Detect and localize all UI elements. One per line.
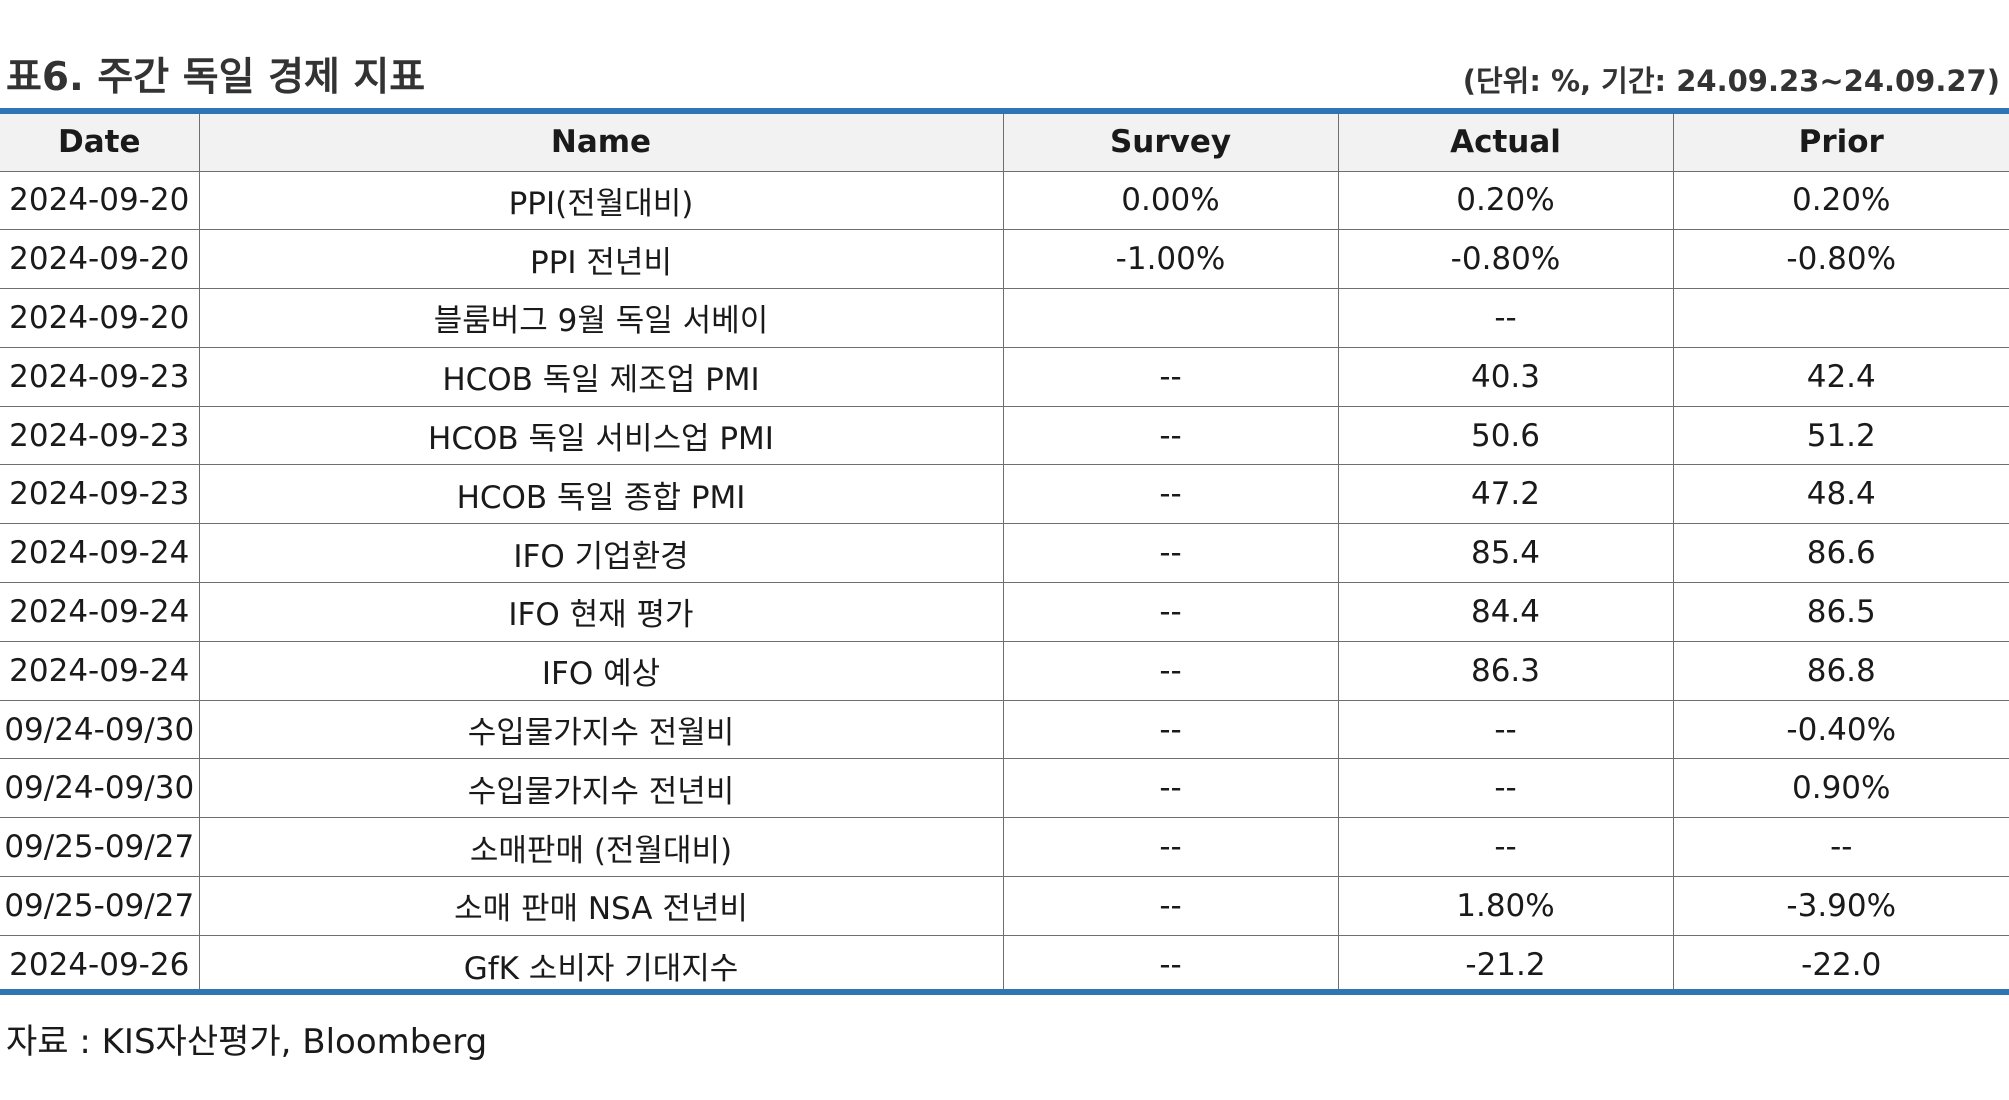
cell-name: 수입물가지수 전년비 <box>198 758 1003 819</box>
cell-actual: -0.80% <box>1337 229 1673 290</box>
table-row: 2024-09-23 HCOB 독일 제조업 PMI -- 40.3 42.4 <box>0 347 2009 407</box>
cell-survey: -1.00% <box>1002 229 1338 290</box>
cell-actual: 40.3 <box>1337 347 1673 407</box>
col-header-name: Name <box>198 114 1003 172</box>
cell-actual: 1.80% <box>1337 876 1673 936</box>
cell-survey: -- <box>1002 523 1338 584</box>
table-row: 09/24-09/30 수입물가지수 전월비 -- -- -0.40% <box>0 700 2009 760</box>
cell-actual: -- <box>1337 288 1673 348</box>
cell-name: IFO 예상 <box>198 641 1003 701</box>
indicator-table: Date Name Survey Actual Prior 2024-09-20… <box>0 114 2009 995</box>
table-row: 09/25-09/27 소매 판매 NSA 전년비 -- 1.80% -3.90% <box>0 876 2009 936</box>
table-row: 2024-09-24 IFO 예상 -- 86.3 86.8 <box>0 641 2009 701</box>
cell-date: 2024-09-20 <box>0 288 199 348</box>
cell-date: 09/24-09/30 <box>0 758 199 819</box>
cell-survey: -- <box>1002 641 1338 701</box>
cell-name: HCOB 독일 서비스업 PMI <box>198 406 1003 466</box>
table-row: 2024-09-23 HCOB 독일 종합 PMI -- 47.2 48.4 <box>0 464 2009 525</box>
cell-date: 2024-09-24 <box>0 582 199 642</box>
cell-survey: -- <box>1002 700 1338 760</box>
cell-name: 소매판매 (전월대비) <box>198 817 1003 878</box>
cell-name: 수입물가지수 전월비 <box>198 700 1003 760</box>
cell-name: IFO 기업환경 <box>198 523 1003 584</box>
cell-prior <box>1672 288 2009 348</box>
table-row: 2024-09-20 PPI(전월대비) 0.00% 0.20% 0.20% <box>0 171 2009 231</box>
cell-actual: 47.2 <box>1337 464 1673 525</box>
cell-actual: -- <box>1337 700 1673 760</box>
table-title: 표6. 주간 독일 경제 지표 <box>6 55 426 100</box>
cell-name: IFO 현재 평가 <box>198 582 1003 642</box>
cell-survey <box>1002 288 1338 348</box>
cell-date: 2024-09-26 <box>9 947 190 983</box>
table-row: 2024-09-26 GfK 소비자 기대지수 -- -21.2 -22.0 <box>0 935 2009 995</box>
table-body: 2024-09-20 PPI(전월대비) 0.00% 0.20% 0.20% 2024-0… <box>0 171 2009 995</box>
cell-date: 2024-09-23 <box>0 347 199 407</box>
cell-name: GfK 소비자 기대지수 <box>198 935 1003 995</box>
cell-actual: -- <box>1337 758 1673 819</box>
cell-prior: -22.0 <box>1672 935 2009 995</box>
table-header: Date Name Survey Actual Prior <box>0 114 2009 172</box>
cell-survey: 0.00% <box>1002 171 1338 231</box>
cell-actual: 84.4 <box>1337 582 1673 642</box>
cell-prior: -- <box>1672 817 2009 878</box>
col-header-actual: Actual <box>1337 114 1673 172</box>
cell-date: 2024-09-23 <box>0 464 199 525</box>
cell-name: HCOB 독일 제조업 PMI <box>198 347 1003 407</box>
cell-survey: -- <box>1002 817 1338 878</box>
cell-prior: -3.90% <box>1672 876 2009 936</box>
cell-prior: 86.8 <box>1672 641 2009 701</box>
col-header-date: Date <box>0 114 199 172</box>
table-row: 2024-09-24 IFO 기업환경 -- 85.4 86.6 <box>0 523 2009 584</box>
bottom-rule <box>0 989 2009 995</box>
cell-name: HCOB 독일 종합 PMI <box>198 464 1003 525</box>
cell-survey: -- <box>1002 406 1338 466</box>
cell-actual: 85.4 <box>1337 523 1673 584</box>
cell-date: 2024-09-23 <box>0 406 199 466</box>
cell-actual: -21.2 <box>1337 935 1673 995</box>
cell-survey: -- <box>1002 758 1338 819</box>
unit-period-note: (단위: %, 기간: 24.09.23~24.09.27) <box>1462 64 2000 98</box>
table-row: 2024-09-24 IFO 현재 평가 -- 84.4 86.5 <box>0 582 2009 642</box>
cell-name: PPI 전년비 <box>198 229 1003 290</box>
table-row: 2024-09-20 블룸버그 9월 독일 서베이 -- <box>0 288 2009 348</box>
header-row: Date Name Survey Actual Prior <box>0 114 2009 172</box>
cell-prior: -0.40% <box>1672 700 2009 760</box>
cell-name: 소매 판매 NSA 전년비 <box>198 876 1003 936</box>
cell-date: 09/25-09/27 <box>0 817 199 878</box>
cell-prior: 0.90% <box>1672 758 2009 819</box>
source-note: 자료 : KIS자산평가, Bloomberg <box>6 1022 488 1062</box>
cell-survey: -- <box>1002 582 1338 642</box>
cell-date: 2024-09-20 <box>0 229 199 290</box>
cell-prior: 51.2 <box>1672 406 2009 466</box>
table-row: 09/24-09/30 수입물가지수 전년비 -- -- 0.90% <box>0 758 2009 819</box>
cell-actual: 86.3 <box>1337 641 1673 701</box>
cell-date: 2024-09-20 <box>0 171 199 231</box>
col-header-prior: Prior <box>1672 114 2009 172</box>
cell-survey: -- <box>1002 347 1338 407</box>
cell-actual: 0.20% <box>1337 171 1673 231</box>
cell-date: 09/25-09/27 <box>0 876 199 936</box>
cell-name: 블룸버그 9월 독일 서베이 <box>198 288 1003 348</box>
cell-prior: 42.4 <box>1672 347 2009 407</box>
table-caption: 표6. 주간 독일 경제 지표 (단위: %, 기간: 24.09.23~24.… <box>6 52 2000 104</box>
cell-date: 2024-09-24 <box>0 641 199 701</box>
cell-survey: -- <box>1002 876 1338 936</box>
cell-actual: -- <box>1337 817 1673 878</box>
table-row: 2024-09-20 PPI 전년비 -1.00% -0.80% -0.80% <box>0 229 2009 290</box>
cell-name: PPI(전월대비) <box>198 171 1003 231</box>
cell-prior: 0.20% <box>1672 171 2009 231</box>
col-header-survey: Survey <box>1002 114 1338 172</box>
table-row: 09/25-09/27 소매판매 (전월대비) -- -- -- <box>0 817 2009 878</box>
cell-prior: 86.5 <box>1672 582 2009 642</box>
cell-prior: 48.4 <box>1672 464 2009 525</box>
cell-date: 2024-09-24 <box>0 523 199 584</box>
top-rule <box>0 108 2009 114</box>
cell-date: 09/24-09/30 <box>0 700 199 760</box>
cell-prior: -0.80% <box>1672 229 2009 290</box>
cell-survey: -- <box>1002 464 1338 525</box>
cell-survey: -- <box>1002 935 1338 995</box>
table-row: 2024-09-23 HCOB 독일 서비스업 PMI -- 50.6 51.2 <box>0 406 2009 466</box>
cell-prior: 86.6 <box>1672 523 2009 584</box>
cell-actual: 50.6 <box>1337 406 1673 466</box>
